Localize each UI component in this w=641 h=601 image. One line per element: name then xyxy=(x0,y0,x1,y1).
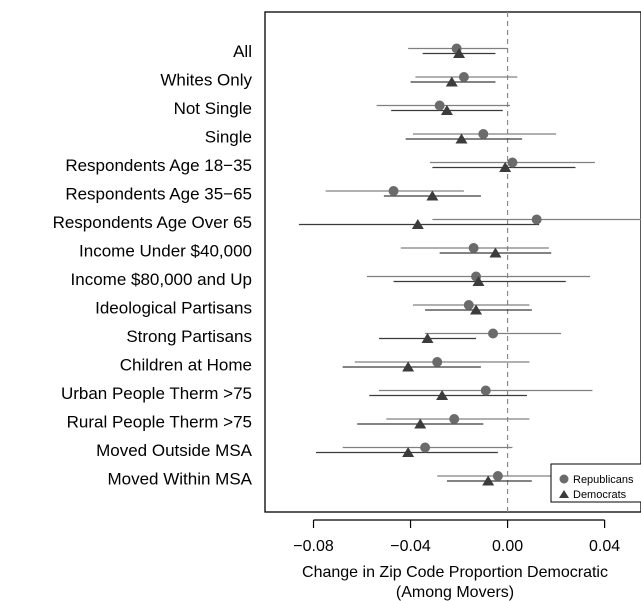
x-tick-label: 0.04 xyxy=(589,538,620,555)
democrats-point xyxy=(402,447,415,457)
y-tick-label: Urban People Therm >75 xyxy=(61,384,252,403)
x-tick-label: −0.08 xyxy=(293,538,334,555)
republicans-point xyxy=(468,243,479,253)
democrats-point xyxy=(482,475,495,486)
x-tick-label: 0.00 xyxy=(492,538,523,555)
x-axis-title-line-1: Change in Zip Code Proportion Democratic xyxy=(302,564,608,581)
republicans-point xyxy=(463,300,474,310)
republicans-point xyxy=(432,357,443,367)
republicans-point xyxy=(420,442,431,453)
republicans-point xyxy=(507,157,518,168)
republicans-point xyxy=(449,414,460,424)
y-tick-label: Moved Within MSA xyxy=(107,470,252,489)
republicans-point xyxy=(458,72,469,82)
y-tick-label: Strong Partisans xyxy=(126,327,252,346)
democrats-point xyxy=(470,304,483,315)
y-tick-label: Moved Outside MSA xyxy=(96,441,253,460)
democrats-point xyxy=(414,418,427,429)
democrats-point xyxy=(472,276,485,286)
democrats-point xyxy=(489,247,502,258)
plot-frame xyxy=(264,11,641,513)
democrats-point xyxy=(453,48,466,58)
republicans-point xyxy=(492,471,503,481)
democrats-point xyxy=(455,133,468,144)
democrats-point xyxy=(445,76,458,87)
democrats-point xyxy=(411,219,424,229)
y-tick-label: Respondents Age 18−35 xyxy=(65,156,252,175)
y-tick-label: Children at Home xyxy=(120,356,252,375)
y-tick-label: Not Single xyxy=(174,99,252,118)
x-axis: −0.08 −0.04 0.00 0.04 xyxy=(293,519,620,555)
legend-democrats-marker xyxy=(559,490,569,498)
republicans-point xyxy=(478,129,489,139)
democrats-point xyxy=(440,105,453,115)
republicans-point xyxy=(480,385,491,396)
x-tick-label: −0.04 xyxy=(390,538,431,555)
democrats-point xyxy=(436,390,449,400)
democrats-point xyxy=(426,190,439,201)
y-tick-label: Income Under $40,000 xyxy=(79,242,252,261)
y-tick-label: All xyxy=(233,42,252,61)
y-axis-labels: All Whites Only Not Single Single Respondent… xyxy=(53,42,253,489)
republicans-point xyxy=(388,186,399,196)
legend-republicans-label: Republicans xyxy=(573,474,634,486)
legend-republicans-marker xyxy=(559,474,569,484)
confidence-intervals xyxy=(298,47,641,482)
y-tick-label: Rural People Therm >75 xyxy=(67,413,252,432)
republicans-point xyxy=(531,214,542,225)
point-estimates xyxy=(388,43,542,486)
y-tick-label: Respondents Age 35−65 xyxy=(65,185,252,204)
democrats-point xyxy=(402,361,415,372)
x-axis-title-line-2: (Among Movers) xyxy=(396,584,514,601)
y-tick-label: Ideological Partisans xyxy=(95,299,252,318)
democrats-point xyxy=(499,162,512,172)
republicans-point xyxy=(434,100,445,111)
legend: Republicans Democrats xyxy=(550,463,641,503)
y-tick-label: Income $80,000 and Up xyxy=(71,270,252,289)
y-tick-label: Single xyxy=(205,128,252,147)
y-tick-label: Respondents Age Over 65 xyxy=(53,213,252,232)
legend-democrats-label: Democrats xyxy=(573,489,627,501)
democrats-point xyxy=(421,333,434,343)
republicans-point xyxy=(488,328,499,339)
y-tick-label: Whites Only xyxy=(160,71,252,90)
